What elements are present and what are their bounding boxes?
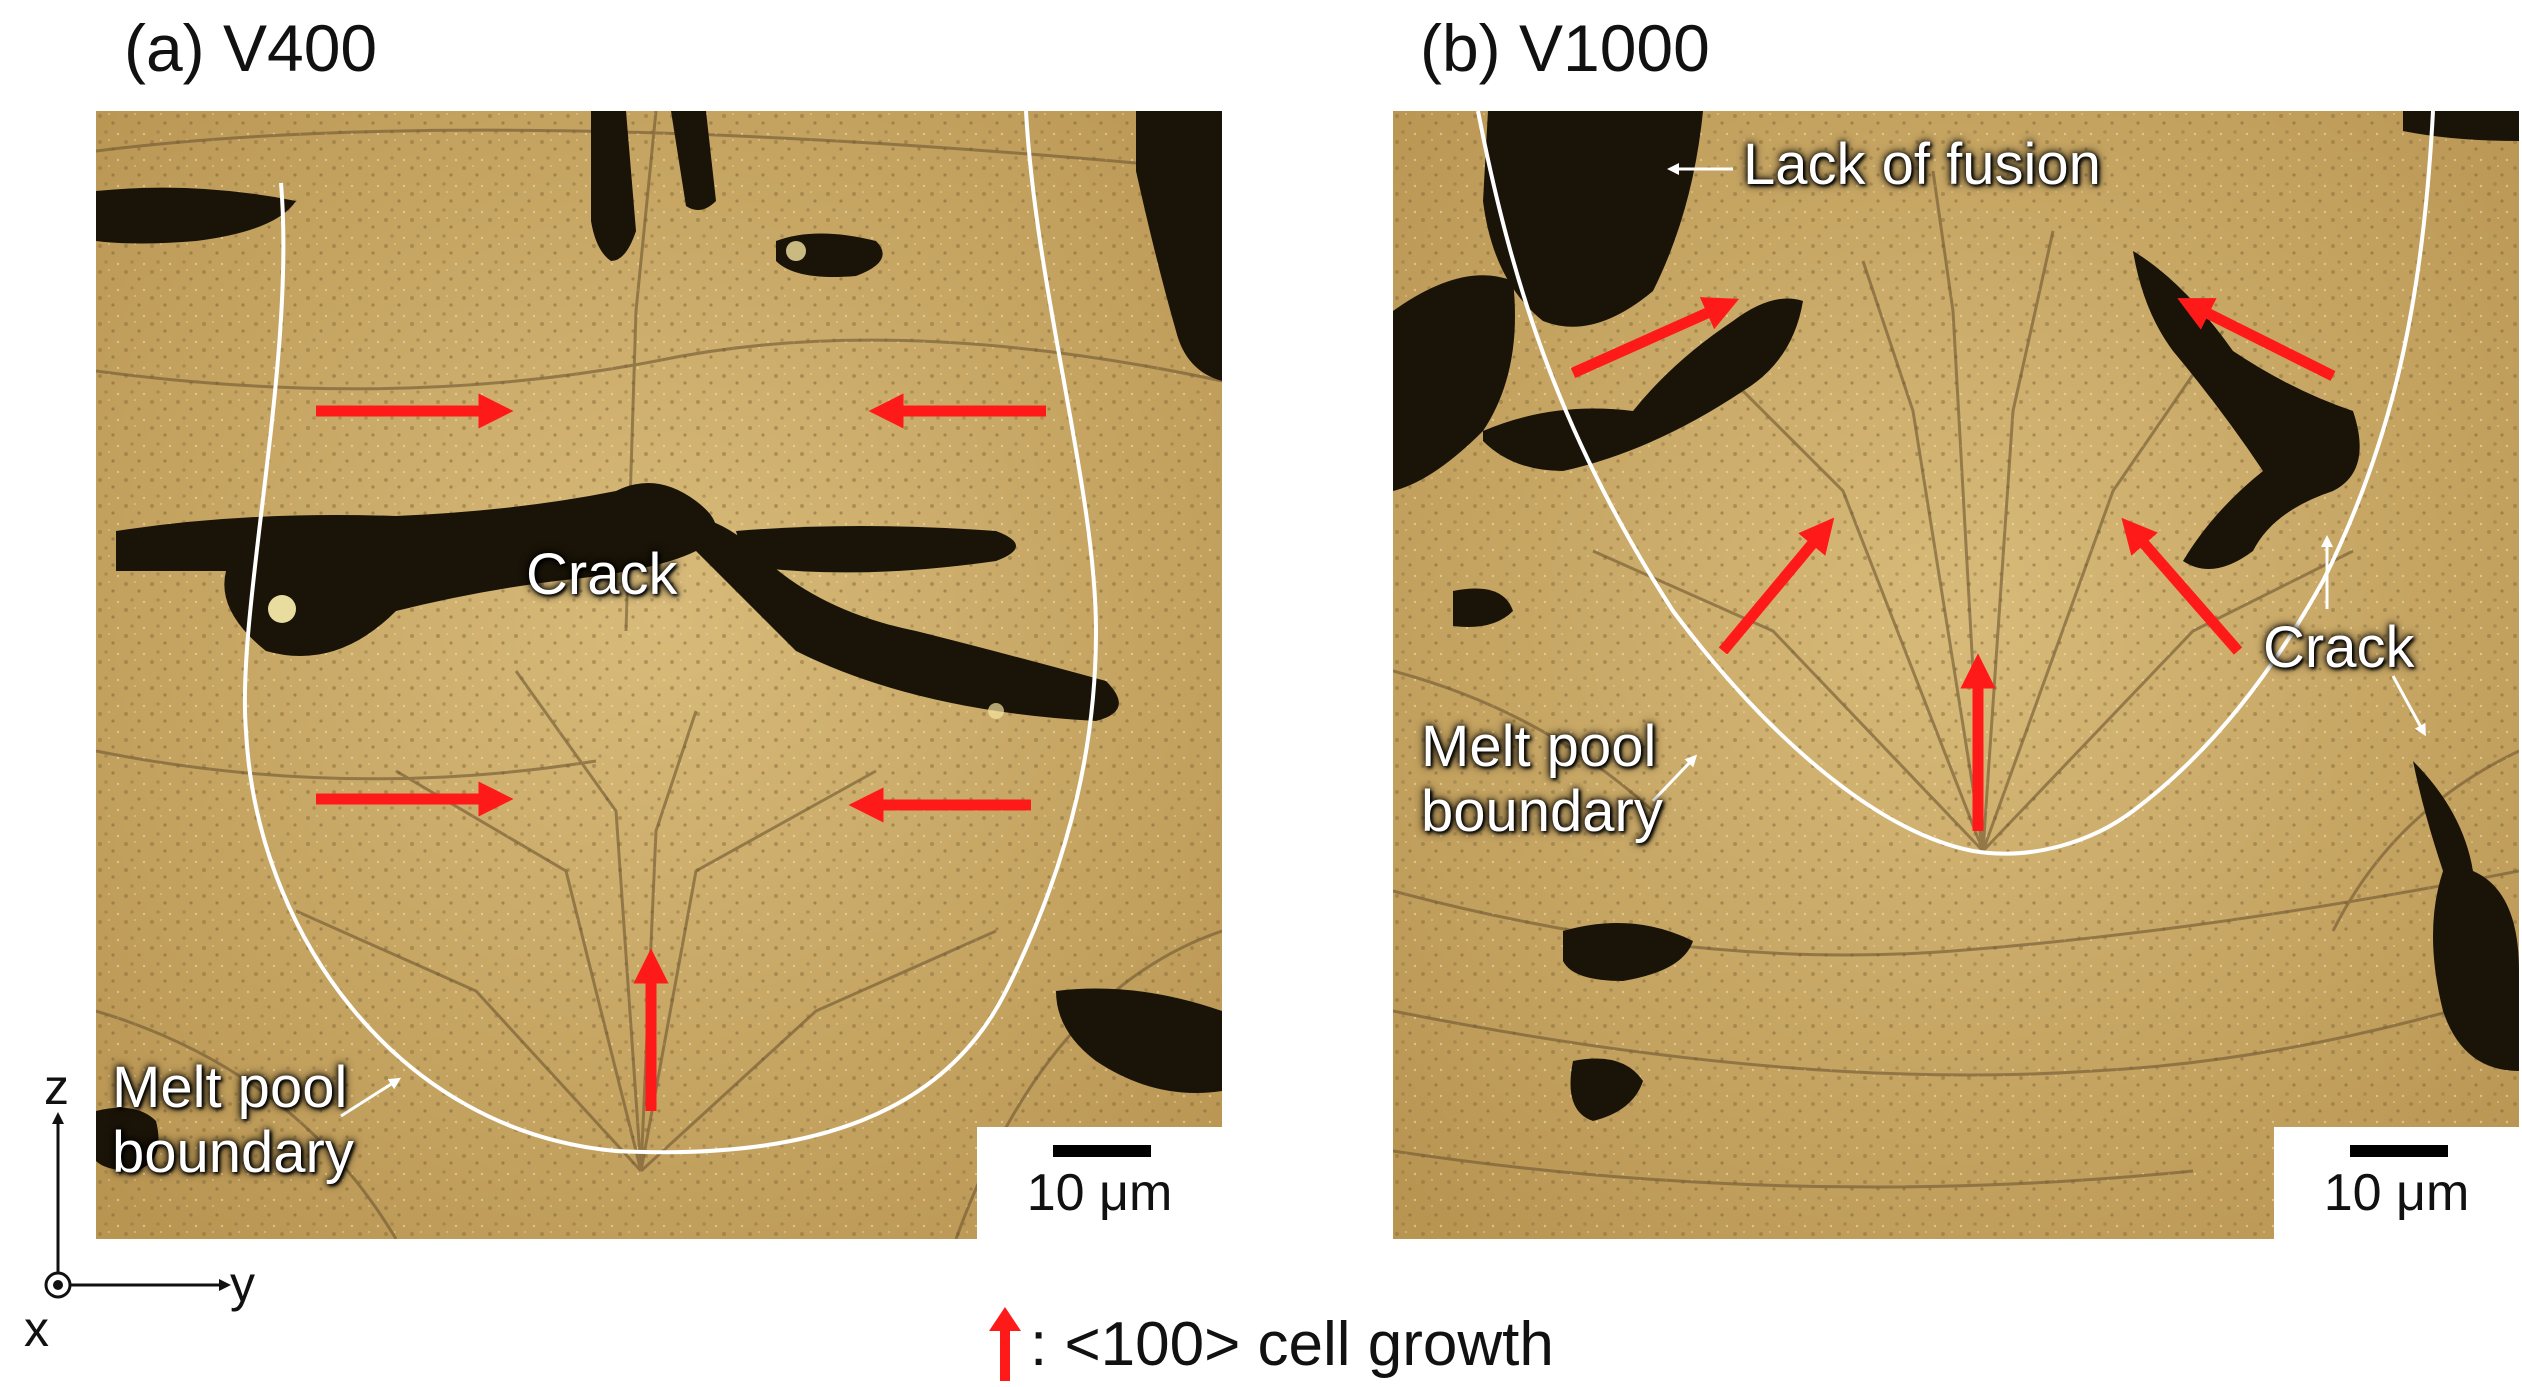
crack-label: Crack (2263, 615, 2415, 680)
legend-text: : <100> cell growth (1030, 1310, 1554, 1379)
scale-bar-line (2350, 1145, 2448, 1157)
melt-pool-boundary-label: Melt pool boundary (112, 1055, 354, 1185)
micrograph-v1000: Lack of fusion Crack Melt pool boundary … (1393, 111, 2519, 1239)
scale-bar-text: 10 μm (1026, 1164, 1173, 1222)
crack-label: Crack (526, 542, 678, 607)
y-axis-label: y (230, 1256, 255, 1312)
scale-bar: 10 μm (977, 1127, 1222, 1239)
melt-pool-boundary-label: Melt pool boundary (1421, 714, 1663, 844)
micrograph-v400: Crack Melt pool boundary 10 μm (96, 111, 1222, 1239)
x-axis-label: x (24, 1301, 49, 1357)
lack-of-fusion-label: Lack of fusion (1743, 132, 2101, 197)
panel-a-title: (a) V400 (124, 11, 378, 85)
panel-b-title: (b) V1000 (1420, 11, 1710, 85)
scale-bar-text: 10 μm (2323, 1164, 2470, 1222)
scale-bar-line (1053, 1145, 1151, 1157)
scale-bar: 10 μm (2274, 1127, 2519, 1239)
red-arrow-icon (989, 1307, 1021, 1381)
z-axis-label: z (44, 1059, 69, 1115)
